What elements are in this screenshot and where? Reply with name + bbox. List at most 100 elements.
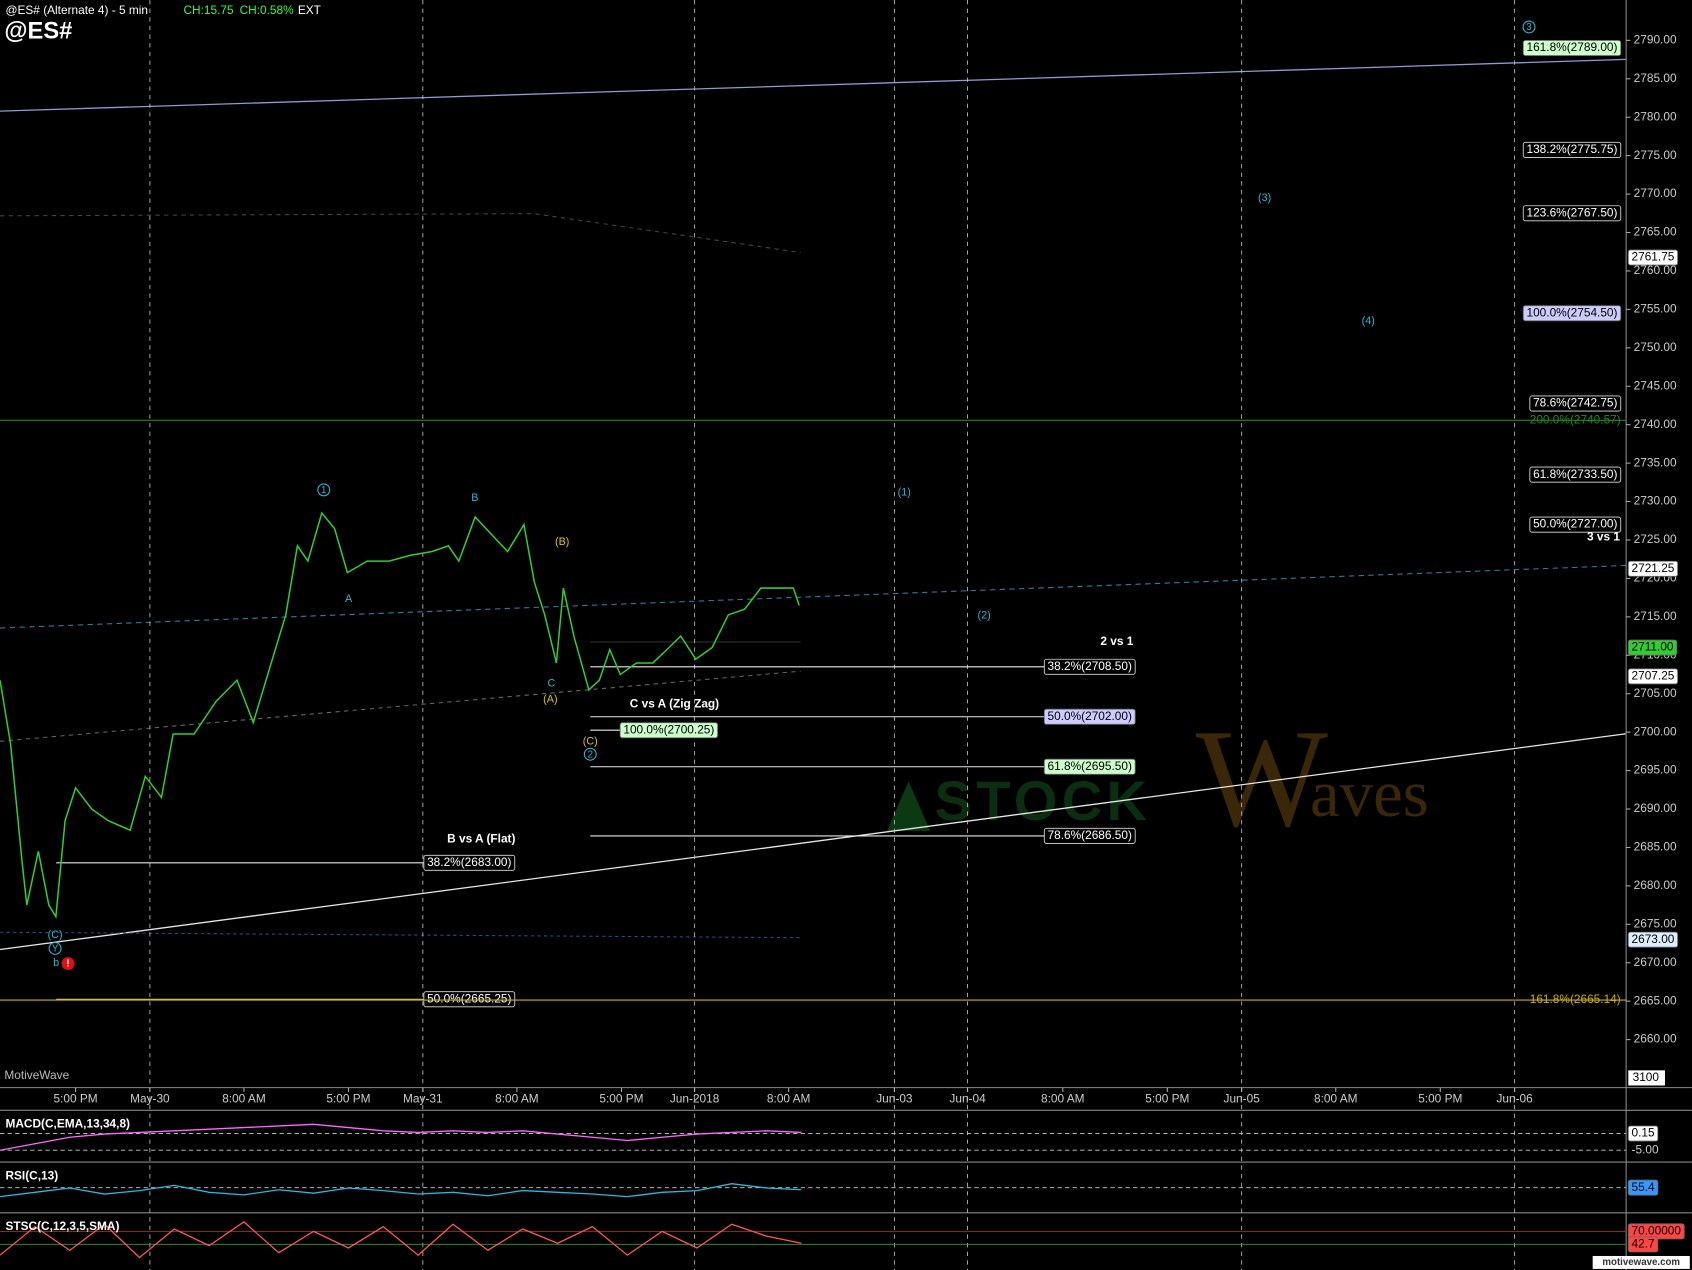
y-tick-label: 2730.00 (1634, 494, 1677, 508)
watermark-stock: STOCK (934, 769, 1151, 832)
alert-dot (61, 957, 75, 971)
price-tag: 2721.25 (1632, 561, 1675, 575)
watermark-w: W (1196, 701, 1329, 856)
indicator-line (0, 1183, 802, 1198)
y-tick-label: 2665.00 (1634, 993, 1677, 1007)
change: CH:15.75 (183, 3, 234, 17)
y-tick-label: 2790.00 (1634, 32, 1677, 46)
wave-label: (2) (978, 609, 991, 621)
watermark-aves: aves (1310, 757, 1429, 831)
x-tick-label: 5:00 PM (53, 1092, 97, 1106)
wave-label: B (471, 492, 478, 504)
wave-circle (583, 747, 597, 761)
x-tick-label: 5:00 PM (599, 1092, 643, 1106)
price-tag: 2761.75 (1632, 250, 1675, 264)
indicator-tag: 70.00000 (1632, 1224, 1682, 1238)
source-label: MotiveWave (4, 1068, 69, 1082)
fib-label-box (1043, 758, 1136, 775)
y-tick-label: 2735.00 (1634, 455, 1677, 469)
y-tick-label: 2670.00 (1634, 955, 1677, 969)
fib-label-box (1522, 40, 1622, 57)
wave-label: (C) (583, 736, 598, 748)
fib-label-box (619, 722, 719, 739)
wave-label: (B) (555, 536, 569, 548)
fib-label: 50.0%(2665.25) (427, 991, 511, 1005)
y-tick-label: 2660.00 (1634, 1032, 1677, 1046)
note: 3 vs 1 (1587, 529, 1620, 543)
price-tag: 2711.00 (1632, 640, 1674, 654)
price-tag: 2673.00 (1632, 932, 1675, 946)
fib-label: 138.2%(2775.75) (1526, 142, 1617, 156)
fib-label: 161.8%(2665.14) (1530, 992, 1621, 1006)
trend-line (0, 733, 1627, 951)
y-tick-label: 2770.00 (1634, 186, 1677, 200)
indicator-line (0, 1221, 802, 1259)
wave-label: (1) (898, 486, 911, 498)
x-tick-label: 8:00 AM (767, 1092, 811, 1106)
wave-circle (1522, 20, 1536, 34)
wave-label: 2 (588, 749, 593, 760)
y-tick-label: 2725.00 (1634, 532, 1677, 546)
indicator-tag: -5.00 (1632, 1142, 1659, 1156)
y-tick-label: 2715.00 (1634, 609, 1677, 623)
y-tick-label: 2745.00 (1634, 378, 1677, 392)
fib-label-box (1522, 141, 1622, 158)
trend-line (0, 58, 1627, 112)
price-tag-box (1627, 560, 1679, 577)
fib-label: 78.6%(2686.50) (1048, 828, 1132, 842)
indicator-tag: 55.4 (1632, 1180, 1655, 1194)
wave-label: (A) (543, 694, 557, 706)
volume-scale: 3100 (1633, 1070, 1660, 1084)
y-tick-label: 2785.00 (1634, 71, 1677, 85)
indicator-tag: 0.15 (1632, 1126, 1655, 1140)
y-tick-label: 2755.00 (1634, 302, 1677, 316)
price-line (0, 511, 800, 919)
y-tick-label: 2760.00 (1634, 263, 1677, 277)
y-tick-label: 2750.00 (1634, 340, 1677, 354)
footer-logo-box (1592, 1255, 1690, 1269)
indicator-tag-box (1627, 1125, 1659, 1142)
indicator-title: STSC(C,12,3,5,SMA) (5, 1219, 119, 1233)
wave-label: (3) (1258, 192, 1271, 204)
y-tick-label: 2690.00 (1634, 801, 1677, 815)
price-tag: 2707.25 (1632, 669, 1675, 683)
fib-label: 161.8%(2789.00) (1526, 40, 1617, 54)
x-tick-label: 8:00 AM (495, 1092, 539, 1106)
x-tick-label: 5:00 PM (1145, 1092, 1189, 1106)
wave-circle (48, 941, 62, 955)
change-pct: CH:0.58% (240, 3, 295, 17)
y-tick-label: 2695.00 (1634, 763, 1677, 777)
wave-label: (4) (1362, 315, 1375, 327)
fib-label: 50.0%(2702.00) (1048, 709, 1132, 723)
fib-label: 200.0%(2740.57) (1530, 412, 1621, 426)
footer-logo: motivewave.com (1602, 1257, 1680, 1268)
fib-label-box (1043, 658, 1136, 675)
wave-label: C (548, 677, 556, 689)
indicator-title: MACD(C,EMA,13,34,8) (5, 1116, 130, 1130)
wave-label: A (345, 593, 353, 605)
symbol-title: @ES# (Alternate 4) - 5 min (5, 3, 148, 17)
indicator-line (0, 1123, 802, 1151)
indicator-tag: 42.7 (1632, 1236, 1655, 1250)
y-tick-label: 2700.00 (1634, 724, 1677, 738)
fib-label: 38.2%(2708.50) (1048, 659, 1132, 673)
fib-label-box (1522, 205, 1622, 222)
note: C vs A (Zig Zag) (630, 697, 719, 711)
wave-circle (317, 483, 331, 497)
wave-label: b (53, 957, 59, 969)
y-tick-label: 2765.00 (1634, 225, 1677, 239)
wave-label: (C) (48, 929, 63, 941)
fib-label-box (1043, 708, 1136, 725)
price-tag-box (1627, 249, 1679, 266)
fib-label: 38.2%(2683.00) (427, 855, 511, 869)
price-tag-box (1627, 668, 1679, 685)
fib-label-box (1529, 395, 1622, 412)
fib-label: 78.6%(2742.75) (1533, 396, 1617, 410)
y-tick-label: 2680.00 (1634, 878, 1677, 892)
wave-label: 1 (321, 485, 326, 496)
indicator-tag-box (1627, 1236, 1659, 1253)
indicator-title: RSI(C,13) (5, 1168, 58, 1182)
fib-label-box (1522, 305, 1622, 322)
fib-label: 50.0%(2727.00) (1533, 517, 1617, 531)
fib-label-box (1529, 516, 1622, 533)
